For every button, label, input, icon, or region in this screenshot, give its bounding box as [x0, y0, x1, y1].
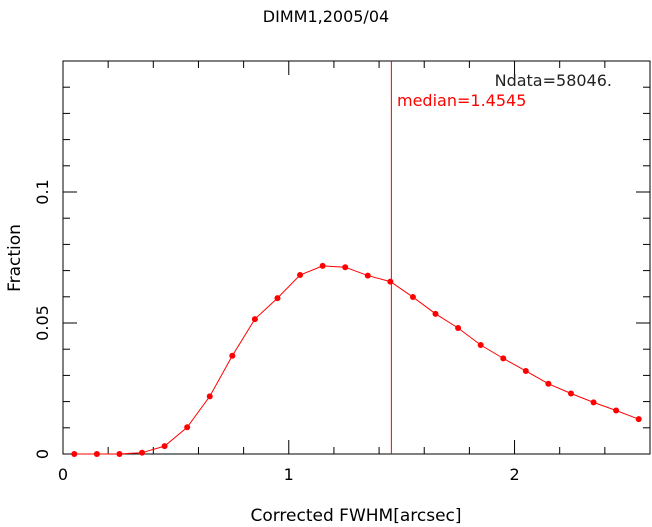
data-point — [251, 316, 258, 323]
data-point — [274, 295, 281, 302]
x-tick-labels: 0 1 2 — [58, 465, 520, 484]
ndata-annotation: Ndata=58046. — [495, 71, 612, 90]
data-point — [387, 278, 394, 285]
axis-ticks — [62, 60, 651, 455]
data-point — [635, 416, 642, 423]
data-point — [613, 407, 620, 414]
data-point — [590, 399, 597, 406]
y-tick-label: 0.1 — [33, 179, 52, 204]
data-point — [409, 294, 416, 301]
x-tick-label: 2 — [509, 465, 519, 484]
data-point — [116, 451, 123, 457]
y-tick-labels: 0 0.05 0.1 — [33, 179, 52, 459]
series-group — [71, 262, 642, 457]
chart-title: DIMM1,2005/04 — [263, 7, 389, 26]
data-point — [432, 310, 439, 317]
y-tick-label: 0 — [33, 449, 52, 459]
x-tick-label: 0 — [58, 465, 68, 484]
data-point — [139, 449, 146, 456]
series-line — [74, 265, 639, 455]
data-point — [319, 262, 326, 269]
data-point — [567, 390, 574, 397]
x-tick-label: 1 — [284, 465, 294, 484]
x-axis-label: Corrected FWHM[arcsec] — [250, 506, 461, 526]
data-point — [71, 451, 78, 457]
data-point — [342, 264, 349, 271]
data-point — [477, 342, 484, 349]
median-annotation: median=1.4545 — [397, 91, 526, 110]
data-point — [229, 352, 236, 359]
data-point — [500, 355, 507, 362]
data-point — [184, 424, 191, 431]
data-point — [297, 272, 304, 279]
data-point — [93, 451, 100, 457]
y-axis-label: Fraction — [5, 224, 25, 292]
data-point — [522, 367, 529, 374]
data-point — [364, 272, 371, 279]
data-point — [161, 443, 168, 450]
y-tick-label: 0.05 — [33, 305, 52, 341]
plot-frame — [62, 60, 651, 455]
data-point — [545, 380, 552, 387]
data-point — [206, 393, 213, 400]
data-point — [455, 324, 462, 331]
